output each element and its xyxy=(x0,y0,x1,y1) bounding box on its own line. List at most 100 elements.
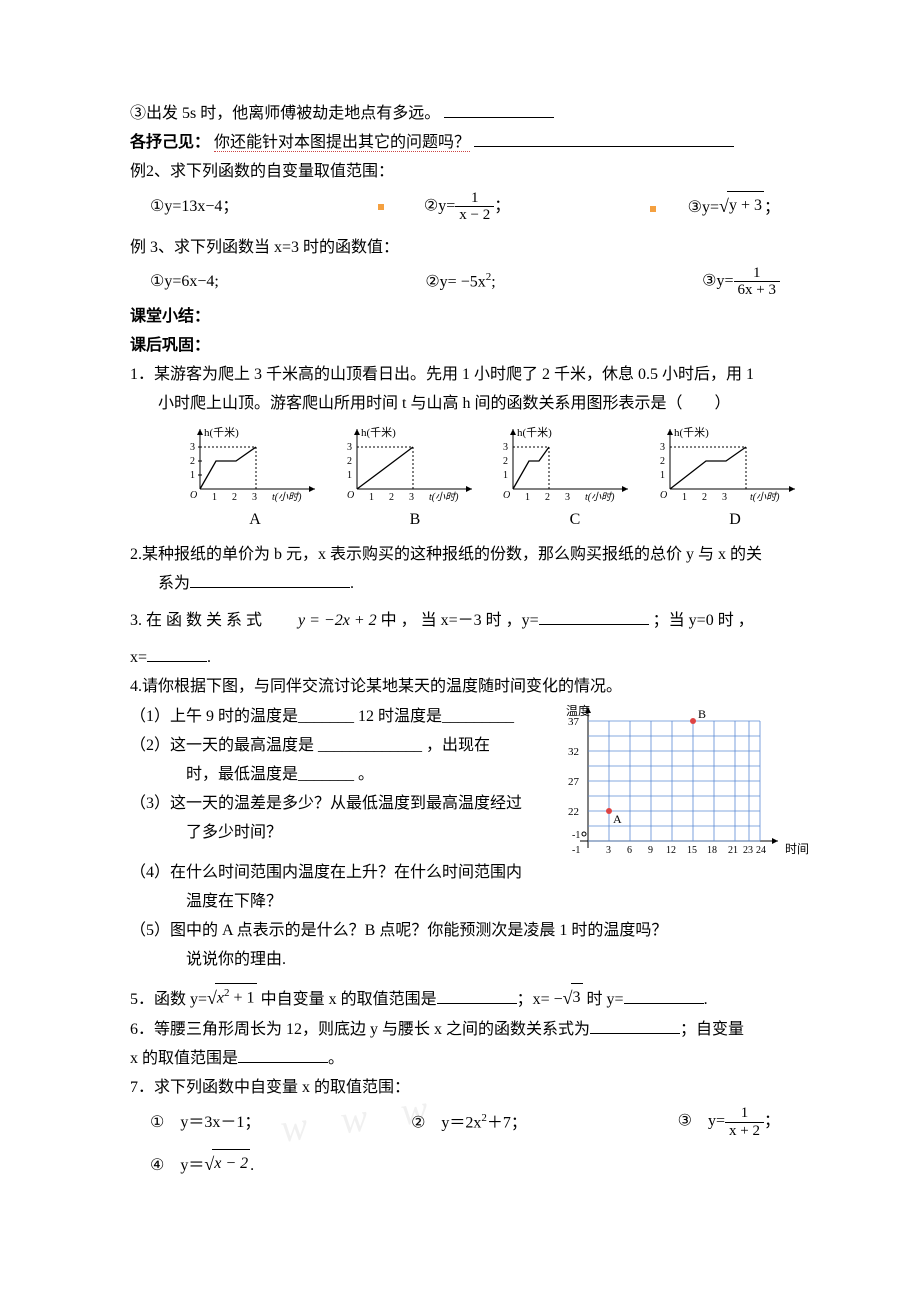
svg-text:O: O xyxy=(190,490,197,501)
svg-text:t(小时): t(小时) xyxy=(585,491,615,503)
suffix: 。 xyxy=(328,1050,344,1067)
svg-text:2: 2 xyxy=(232,492,237,503)
num: 1 xyxy=(734,265,780,283)
svg-text:3: 3 xyxy=(347,442,352,453)
svg-text:1: 1 xyxy=(660,470,665,481)
svg-text:t(小时): t(小时) xyxy=(750,491,780,503)
suffix: ; xyxy=(491,273,495,290)
svg-text:1: 1 xyxy=(503,470,508,481)
svg-text:2: 2 xyxy=(545,492,550,503)
svg-text:3: 3 xyxy=(503,442,508,453)
suffix: ； xyxy=(764,1113,780,1130)
q4-p3b: 了多少时间？ xyxy=(130,819,540,846)
label-c: C xyxy=(500,506,650,533)
q3-mid2: ；当 y=0 时 ， xyxy=(649,612,754,629)
q6-text: 6．等腰三角形周长为 12，则底边 y 与腰长 x 之间的函数关系式为 xyxy=(130,1021,590,1038)
blank xyxy=(444,102,554,118)
q5-prefix: 5．函数 y= xyxy=(130,991,207,1008)
q7-c: ③ y=1x + 2； xyxy=(678,1105,780,1139)
q5-mid2: ；x= − xyxy=(517,991,563,1008)
svg-text:2: 2 xyxy=(347,456,352,467)
svg-text:h(千米): h(千米) xyxy=(361,426,396,439)
q1-chart-a: h(千米) 3 2 1 O 123 t(小时) xyxy=(180,424,330,504)
q4-p2a: （2）这一天的最高温度是 _____________ ，出现在 xyxy=(130,732,540,759)
sqrt: √y + 3 xyxy=(719,191,764,222)
q4-p5b: 说说你的理由. xyxy=(130,946,810,973)
suffix: . xyxy=(250,1157,254,1174)
ex3-title: 例 3、求下列函数当 x=3 时的函数值： xyxy=(130,234,810,261)
svg-text:2: 2 xyxy=(503,456,508,467)
svg-text:6: 6 xyxy=(627,845,632,856)
q5-line: 5．函数 y=√x2 + 1 中自变量 x 的取值范围是；x= −√3 时 y=… xyxy=(130,983,810,1014)
svg-text:1: 1 xyxy=(190,470,195,481)
sqrt-body: x2 + 1 xyxy=(215,983,257,1012)
suffix: . xyxy=(350,575,354,592)
label-a: A xyxy=(180,506,330,533)
q6-text2: ；自变量 xyxy=(680,1021,744,1038)
summary-label: 课堂小结： xyxy=(130,303,810,330)
ex3-a: ①y=6x−4; xyxy=(150,268,219,295)
svg-text:1: 1 xyxy=(212,492,217,503)
svg-text:A: A xyxy=(613,812,622,826)
svg-text:3: 3 xyxy=(409,492,414,503)
practice-label: 课后巩固： xyxy=(130,332,810,359)
svg-text:15: 15 xyxy=(687,845,697,856)
ex3-c-prefix: ③y= xyxy=(702,272,733,289)
svg-text:h(千米): h(千米) xyxy=(517,426,552,439)
q4-p5a: （5）图中的 A 点表示的是什么？B 点呢？你能预测次是凌晨 1 时的温度吗？ xyxy=(130,917,810,944)
intro-line3: ③出发 5s 时，他离师傅被劫走地点有多远。 xyxy=(130,100,810,127)
q3-line2-prefix: x= xyxy=(130,649,147,666)
svg-text:t(小时): t(小时) xyxy=(429,491,459,503)
ex2-c-prefix: ③y= xyxy=(688,199,719,216)
q4-p3a: （3）这一天的温差是多少？从最低温度到最高温度经过 xyxy=(130,790,540,817)
svg-text:时间: 时间 xyxy=(785,842,809,856)
q7-a: ① y＝3x－1； xyxy=(150,1109,260,1136)
svg-text:B: B xyxy=(698,707,706,721)
sqrt: √3 xyxy=(563,983,583,1014)
q5-mid3: 时 y= xyxy=(583,991,624,1008)
orange-dot-icon xyxy=(650,206,656,212)
sqrt-body: y + 3 xyxy=(727,191,764,219)
ex2-row: ①y=13x−4； ②y=1x − 2； ③y=√y + 3； xyxy=(130,190,810,224)
q5-mid: 中自变量 x 的取值范围是 xyxy=(257,991,437,1008)
svg-text:2: 2 xyxy=(702,492,707,503)
q4-p4a: （4）在什么时间范围内温度在上升？在什么时间范围内 xyxy=(130,859,540,886)
ex3-c: ③y=16x + 3 xyxy=(702,265,780,299)
svg-text:1: 1 xyxy=(525,492,530,503)
q4-p1: （1）上午 9 时的温度是_______ 12 时温度是_________ xyxy=(130,703,540,730)
sqrt-body: 3 xyxy=(571,983,583,1011)
q4-p2b: 时，最低温度是_______ 。 xyxy=(130,761,540,788)
intro-line3-text: ③出发 5s 时，他离师傅被劫走地点有多远。 xyxy=(130,105,440,122)
blank xyxy=(190,572,350,588)
svg-text:1: 1 xyxy=(682,492,687,503)
q1-chart-labels: A B C D xyxy=(180,506,810,533)
q6-line2: x 的取值范围是。 xyxy=(130,1045,810,1072)
svg-text:h(千米): h(千米) xyxy=(674,426,709,439)
q7-b: ② y＝2x2＋7； xyxy=(411,1109,527,1137)
prefix: ② y＝2x xyxy=(411,1114,481,1131)
sqrt-body: x − 2 xyxy=(212,1149,250,1177)
opinion-label: 各抒己见： xyxy=(130,134,210,151)
svg-text:23: 23 xyxy=(743,845,753,856)
q4-wrap: （1）上午 9 时的温度是_______ 12 时温度是_________ （2… xyxy=(130,703,810,917)
opinion-line: 各抒己见： 你还能针对本图提出其它的问题吗？ xyxy=(130,129,810,156)
svg-text:24: 24 xyxy=(756,845,766,856)
ex3-row: ①y=6x−4; ②y= −5x2; ③y=16x + 3 xyxy=(130,265,810,299)
num: 1 xyxy=(455,190,494,208)
blank xyxy=(474,131,734,147)
suffix: ； xyxy=(494,197,510,214)
svg-text:27: 27 xyxy=(568,776,580,788)
q4-title: 4.请你根据下图，与同伴交流讨论某地某天的温度随时间变化的情况。 xyxy=(130,673,810,700)
svg-text:-1: -1 xyxy=(572,845,580,856)
den: x − 2 xyxy=(455,207,494,224)
den: 6x + 3 xyxy=(734,282,780,299)
q3-formula: y = −2x + 2 xyxy=(298,612,377,629)
q1-chart-d: h(千米) 321 O 123 t(小时) xyxy=(650,424,810,504)
q4-chart-svg: 温度 37 32 27 22 -1 -1 36 912 xyxy=(550,703,820,868)
ex2-a: ①y=13x−4； xyxy=(150,193,238,220)
blank xyxy=(238,1047,328,1063)
q3-mid1: 中 ， 当 x=－3 时 ，y= xyxy=(381,612,539,629)
svg-text:h(千米): h(千米) xyxy=(204,426,239,439)
blank xyxy=(147,646,207,662)
q7-row1: ① y＝3x－1； ② y＝2x2＋7； ③ y=1x + 2； xyxy=(130,1105,810,1139)
